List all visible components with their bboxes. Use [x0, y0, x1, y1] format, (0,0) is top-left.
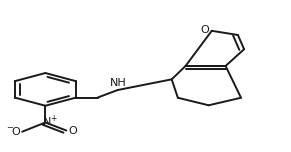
Text: O: O — [11, 127, 20, 137]
Text: N: N — [43, 117, 51, 127]
Text: NH: NH — [110, 78, 127, 88]
Text: +: + — [50, 114, 56, 123]
Text: O: O — [69, 126, 77, 136]
Text: −: − — [6, 124, 13, 133]
Text: O: O — [200, 25, 209, 35]
